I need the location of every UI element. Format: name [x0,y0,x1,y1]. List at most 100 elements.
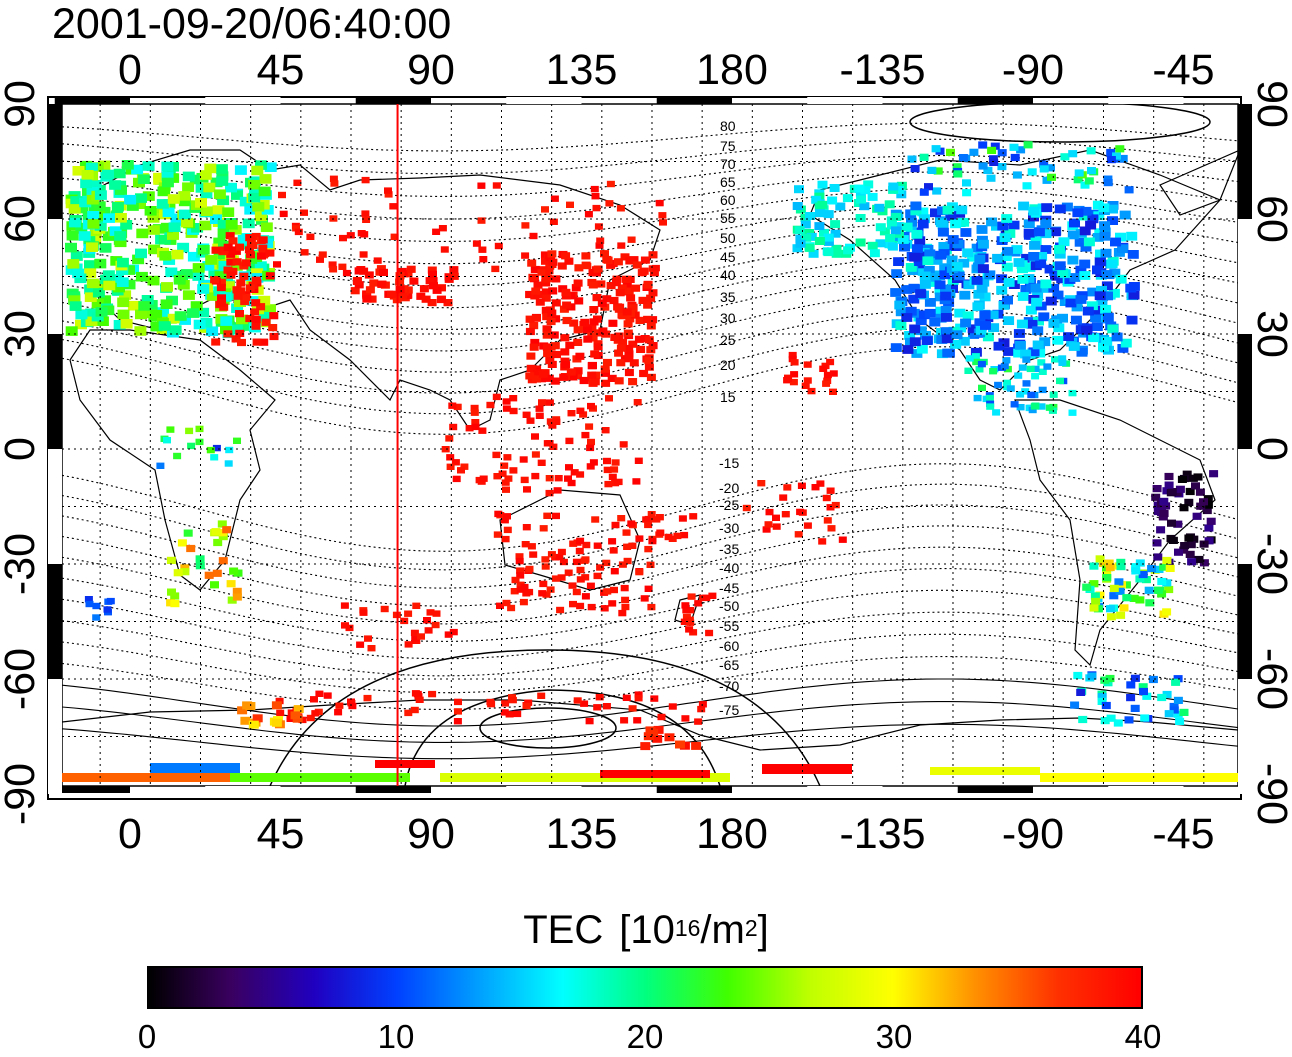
tec-cell [521,222,530,229]
tec-cell [542,331,552,339]
tec-cell [410,706,419,714]
lon-label-bottom: 0 [118,810,142,858]
tec-cell [91,298,104,309]
tec-cell [187,442,196,450]
tec-cell [235,310,244,318]
tec-cell [85,308,98,319]
tec-cell [1012,171,1022,179]
tec-cell [348,702,357,710]
tec-cell [965,355,974,362]
tec-cell [376,265,386,273]
tec-cell [579,411,588,418]
tec-cell [509,395,518,402]
tec-cell [76,203,89,214]
tec-cell [976,284,988,293]
tec-cell [1068,389,1077,397]
tec-cell [166,556,176,564]
tec-cell [964,367,973,374]
tec-cell [1089,604,1099,612]
tec-cell [135,193,147,203]
tec-cell [1100,304,1112,314]
tec-cell [516,572,525,579]
tec-cell [589,318,599,326]
tec-cell [590,350,600,358]
tec-cell [1017,264,1028,274]
tec-cell [1071,302,1083,312]
tec-band [600,770,710,778]
tec-cell [220,316,233,326]
tec-cell [547,309,557,317]
tec-cell [193,319,206,330]
contour-label: -50 [719,598,739,614]
tec-cell [794,226,805,235]
tec-cell [590,378,600,386]
tec-cell [432,286,442,294]
tec-cell [81,170,94,180]
tec-cell [330,180,339,187]
tec-cell [1171,678,1181,686]
tec-cell [156,199,169,209]
tec-cell [830,229,841,238]
tec-cell [929,317,941,327]
tec-cell [216,176,229,186]
tec-cell [838,536,847,543]
top-axis-segment [205,97,281,104]
tec-cell [257,252,266,260]
tec-cell [541,206,549,213]
tec-cell [1035,259,1047,269]
tec-cell [182,171,195,182]
tec-cell [103,606,112,613]
tec-cell [246,261,259,272]
tec-cell [1023,141,1033,149]
contour-label: -60 [719,638,739,654]
tec-cell [316,256,324,263]
tec-cell [496,602,504,609]
contour-label: -65 [719,657,739,673]
lat-label-left: 60 [0,195,44,243]
tec-cell [258,311,271,322]
contour-line [62,504,1238,589]
tec-cell [300,209,308,216]
tec-cell [589,306,599,314]
tec-cell [628,340,638,348]
tec-cell [557,262,567,270]
tec-cell [544,374,554,382]
tec-cell [269,332,279,341]
tec-cell [987,146,997,154]
contour-label: -45 [719,580,739,596]
tec-cell [117,309,130,320]
tec-cell [477,217,486,224]
tec-cell [629,359,639,367]
tec-cell [1013,348,1025,358]
tec-cell [103,213,115,223]
tec-cell [503,526,512,534]
tec-cell [362,216,371,223]
tec-cell [453,718,462,725]
tec-cell [856,195,867,204]
tec-cell [1168,536,1178,544]
tec-cell [69,301,82,311]
tec-cell [384,187,392,194]
tec-cell [1067,255,1079,265]
tec-cell [1061,202,1073,212]
tec-cell [946,255,958,265]
tec-cell [800,220,811,229]
bottom-axis-segment [54,786,130,793]
tec-cell [200,206,213,216]
tec-cell [1040,219,1052,228]
tec-cell [914,236,926,246]
tec-cell [233,437,241,444]
tec-cell [1157,590,1167,598]
tec-cell [897,235,909,244]
tec-cell [1115,232,1126,242]
tec-cell [632,478,641,485]
tec-cell [501,700,510,707]
tec-cell [440,246,449,253]
tec-cell [1057,313,1068,323]
tec-cell [890,226,901,235]
tec-cell [223,330,233,338]
tec-cell [615,289,625,297]
tec-cell [1105,563,1115,572]
tec-cell [583,326,592,334]
bottom-axis-segment [807,786,883,793]
